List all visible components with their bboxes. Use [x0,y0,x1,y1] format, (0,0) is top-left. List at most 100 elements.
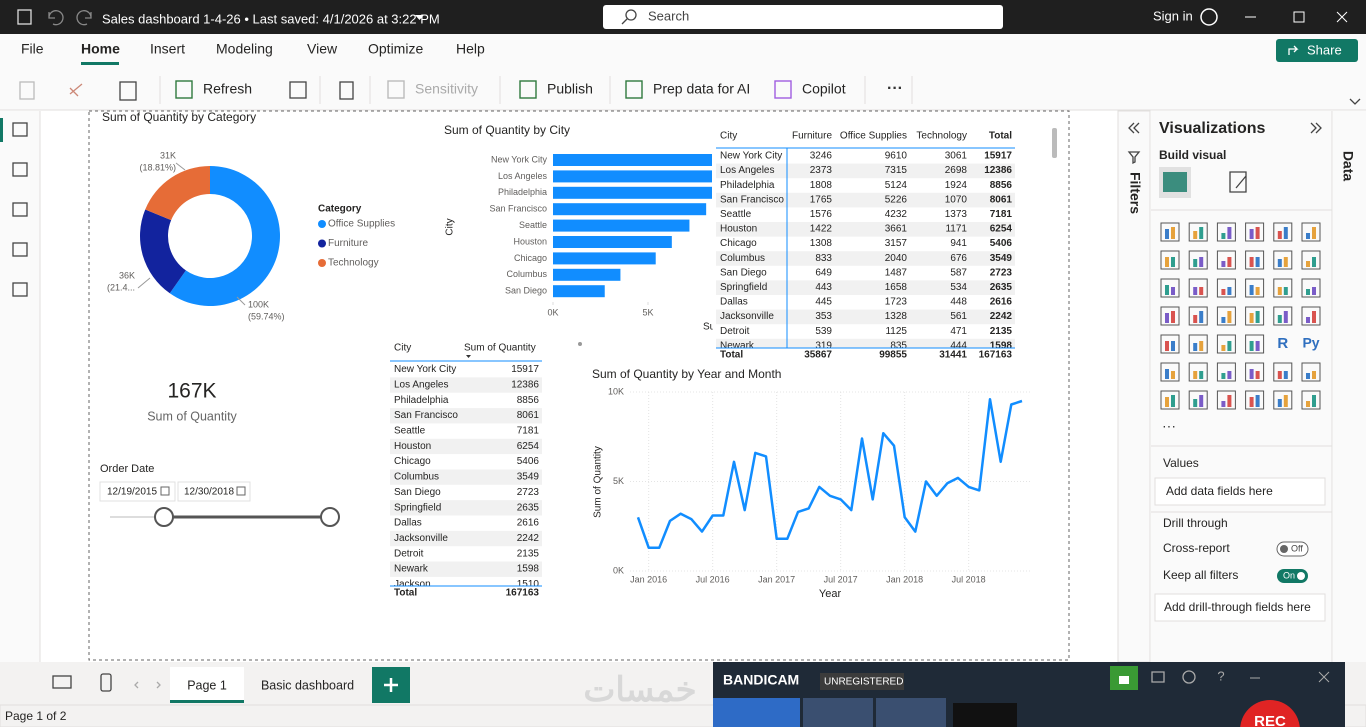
menu-tab[interactable]: Modeling [216,41,273,57]
visual-type-icon[interactable] [1245,250,1265,270]
share-label[interactable]: Share [1307,42,1342,57]
search-box[interactable] [603,5,1003,29]
data-label[interactable]: Data [1340,151,1356,182]
visual-type-icon[interactable] [1273,222,1293,242]
visual-type-icon[interactable] [1301,278,1321,298]
visual-type-icon[interactable] [1216,390,1236,410]
visual-type-icon[interactable] [1273,390,1293,410]
visual-type-icon[interactable] [1188,278,1208,298]
page-tab[interactable] [170,667,244,703]
clock-icon[interactable] [1182,670,1196,684]
calendar-icon[interactable] [236,486,246,496]
column-header[interactable]: Technology [916,131,967,142]
column-header[interactable]: Sum of Quantity [464,343,536,354]
menu-tab[interactable]: View [307,41,338,57]
tmdl-view-icon[interactable] [12,282,28,297]
mode-device[interactable] [876,698,946,727]
table-view-icon[interactable] [12,162,28,177]
more-visuals[interactable]: ··· [1162,418,1176,434]
rec-label[interactable]: REC [1254,713,1286,727]
drill-through-well[interactable] [1154,593,1326,622]
values-placeholder[interactable]: Add data fields here [1166,484,1273,498]
share-button[interactable] [1276,39,1358,62]
ribbon-button[interactable]: Publish [547,81,593,97]
mobile-layout-icon[interactable] [100,673,112,692]
ribbon-button[interactable]: Refresh [203,81,252,97]
slicer-start-box[interactable] [99,481,176,502]
visual-type-icon[interactable] [1245,306,1265,326]
menu-tab[interactable]: File [21,41,44,57]
report-view-icon[interactable] [12,122,28,137]
search-label[interactable]: Search [648,8,689,23]
visual-type-label[interactable]: Py [1302,335,1319,351]
mode-game[interactable] [803,698,873,727]
matrix-scrollbar[interactable] [1052,128,1057,158]
folder-icon[interactable] [1151,671,1165,683]
visual-type-icon[interactable] [1245,222,1265,242]
menu-tab[interactable]: Optimize [368,41,423,57]
visual-icon[interactable] [289,81,307,99]
visual-type-icon[interactable] [1160,222,1180,242]
slider-handle[interactable] [320,507,340,527]
redo-icon[interactable] [76,10,92,26]
format-visual-icon[interactable] [1229,171,1247,193]
collapse-visualizations[interactable] [1310,122,1322,134]
get-data-icon[interactable] [119,81,137,101]
visual-type-icon[interactable] [1188,334,1208,354]
visual-type-icon[interactable] [1216,306,1236,326]
visual-type-icon[interactable] [1273,278,1293,298]
maximize[interactable] [1293,11,1305,23]
undo-icon[interactable] [48,10,64,26]
visual-type-icon[interactable] [1188,390,1208,410]
column-header[interactable]: Office Supplies [840,131,907,142]
visual-type-icon[interactable] [1245,334,1265,354]
tab-scroll[interactable] [134,681,161,689]
model-view-icon[interactable] [12,202,28,217]
user-icon[interactable] [1200,8,1218,26]
visual-type-icon[interactable] [1160,278,1180,298]
visual-type-icon[interactable] [1160,334,1180,354]
slicer-start[interactable]: 12/19/2015 [107,487,157,498]
ribbon-button[interactable]: Prep data for AI [653,81,750,97]
collapse-ribbon[interactable] [1349,98,1361,105]
ribbon-button[interactable]: Copilot [802,81,846,97]
help-icon[interactable]: ? [1217,668,1224,683]
visual-type-label[interactable]: R [1277,335,1288,352]
column-header[interactable]: Furniture [792,131,832,142]
drill-through-placeholder[interactable]: Add drill-through fields here [1164,600,1311,614]
visual-type-icon[interactable] [1216,222,1236,242]
visual-type-icon[interactable] [1216,362,1236,382]
mode-screen[interactable] [713,698,800,727]
visual-type-icon[interactable] [1245,278,1265,298]
visual-type-icon[interactable] [1301,362,1321,382]
calc-icon[interactable] [339,81,354,100]
visual-type-icon[interactable] [1301,390,1321,410]
slicer-end-box[interactable] [177,481,251,502]
title-dropdown[interactable] [415,15,424,20]
menu-tab[interactable]: Home [81,41,120,57]
visual-type-icon[interactable] [1188,306,1208,326]
visual-type-icon[interactable] [1160,362,1180,382]
visual-type-icon[interactable] [1273,362,1293,382]
legend-label[interactable]: Furniture [328,238,368,249]
rec-button[interactable] [1240,700,1300,727]
page-tab[interactable] [245,667,370,703]
visual-type-icon[interactable] [1245,390,1265,410]
save-icon[interactable] [17,9,32,25]
recorder-close[interactable] [1318,671,1330,683]
more-icon[interactable]: ··· [887,80,903,97]
visual-type-icon[interactable] [1188,362,1208,382]
visual-type-icon[interactable] [1245,362,1265,382]
desktop-layout-icon[interactable] [52,675,72,689]
visual-type-icon[interactable] [1216,250,1236,270]
slider-handle[interactable] [154,507,174,527]
values-well[interactable] [1154,477,1326,506]
visual-type-icon[interactable] [1273,306,1293,326]
visual-type-icon[interactable] [1216,278,1236,298]
menu-tab[interactable]: Insert [150,41,185,57]
slicer-end[interactable]: 12/30/2018 [184,487,234,498]
visual-type-icon[interactable] [1160,306,1180,326]
expand-filters[interactable] [1128,122,1140,134]
ribbon-button[interactable]: Sensitivity [415,81,478,97]
column-header[interactable]: City [720,131,737,142]
